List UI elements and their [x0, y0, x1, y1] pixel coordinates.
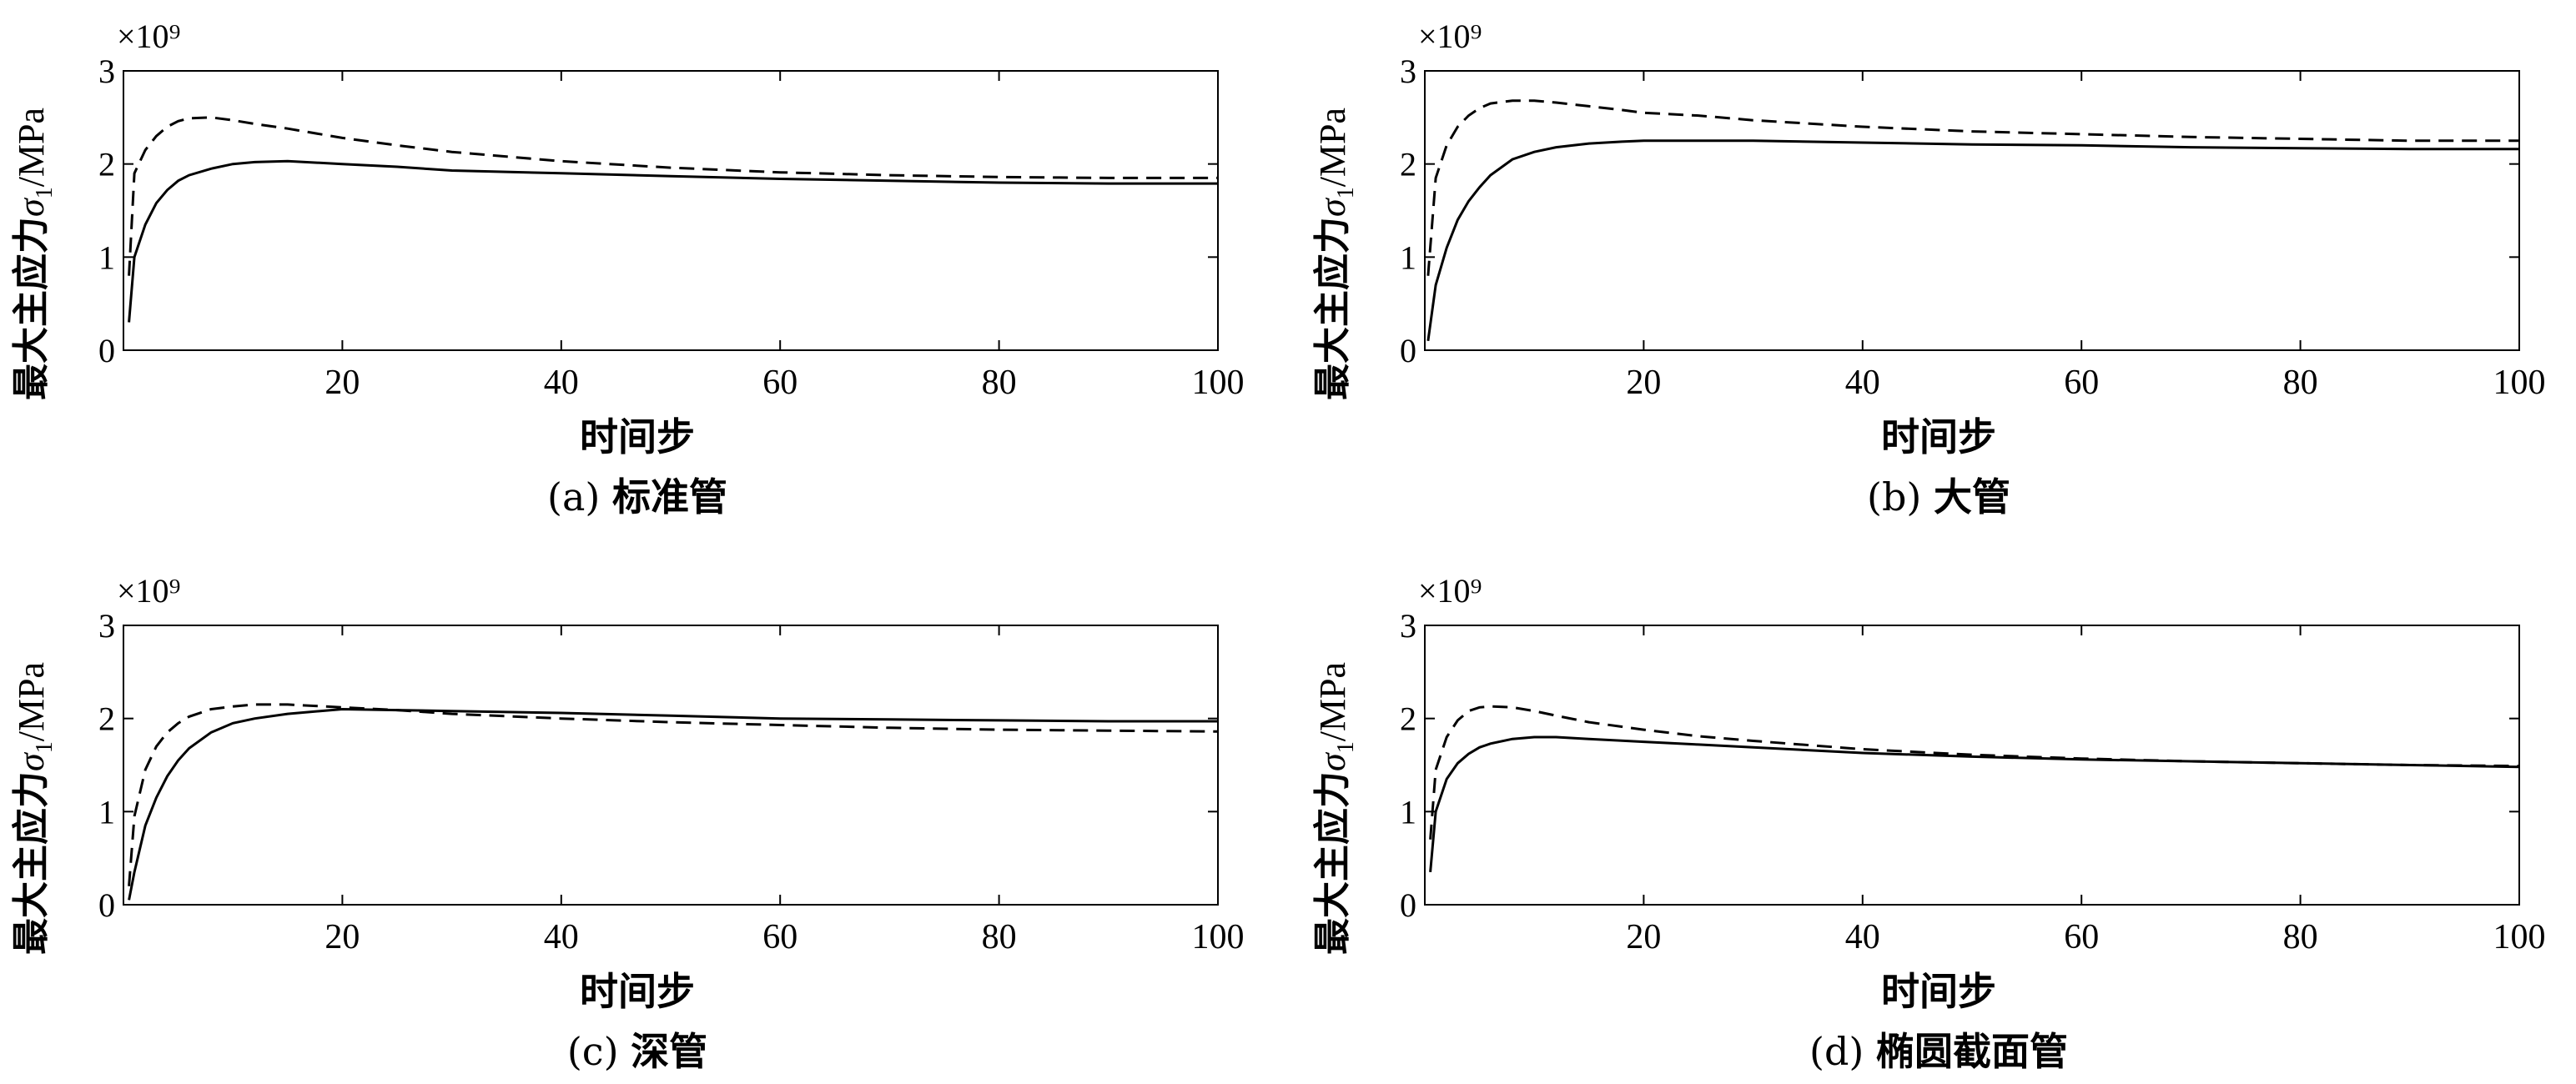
panel-b: 0 1 2 3 20 40 60 80 100 ×10⁹ 最大主应力σ1/MPa 时间步 (b) 大管 [1301, 0, 2576, 529]
y-tick-label: 0 [1400, 332, 1416, 369]
panel-caption-name: 深管 [631, 1029, 707, 1074]
y-axis-label: 最大主应力σ1/MPa [1311, 662, 1359, 955]
x-tick-label: 100 [2493, 364, 2546, 402]
y-axis-label-symbol: σ [11, 751, 52, 771]
solid-series-line [128, 159, 1218, 323]
x-tick-label: 60 [762, 364, 797, 402]
plot-frame [123, 625, 1219, 906]
y-tick-label: 2 [1400, 700, 1416, 738]
panel-caption: (c) 深管 [567, 1029, 707, 1074]
plot-frame [123, 70, 1219, 351]
x-tick-label: 100 [2493, 918, 2546, 956]
y-tick-label: 2 [1400, 146, 1416, 183]
y-axis-label-unit: /MPa [1312, 662, 1353, 741]
y-multiplier-label: ×10⁹ [117, 572, 181, 610]
x-tick-label: 20 [325, 918, 360, 956]
y-tick-label: 0 [1400, 886, 1416, 924]
dashed-series-line [1426, 99, 2519, 276]
y-tick-label: 1 [98, 238, 115, 276]
solid-series-line [1429, 735, 2520, 873]
y-tick-label: 2 [98, 146, 115, 183]
x-tick-label: 20 [325, 364, 360, 402]
panel-c: 0 1 2 3 20 40 60 80 100 ×10⁹ 最大主应力σ1/MPa 时间步 (c) 深管 [0, 555, 1275, 1084]
y-axis-label-subscript: 1 [1333, 187, 1359, 198]
x-tick-label: 60 [2064, 364, 2099, 402]
y-axis-label-subscript: 1 [32, 741, 58, 753]
x-tick-label: 100 [1192, 918, 1245, 956]
y-axis-label-subscript: 1 [1333, 741, 1359, 753]
x-tick-label: 80 [982, 364, 1017, 402]
x-axis-label: 时间步 [1881, 414, 1996, 459]
x-tick-label: 40 [544, 364, 579, 402]
y-axis-label-symbol: σ [1312, 197, 1353, 217]
y-multiplier-label: ×10⁹ [1418, 572, 1482, 610]
panel-caption-name: 椭圆截面管 [1876, 1029, 2068, 1074]
dashed-series-line [128, 116, 1218, 276]
x-tick-label: 20 [1626, 918, 1661, 956]
panel-caption-label: (b) [1867, 474, 1934, 519]
panel-caption-name: 标准管 [612, 474, 727, 519]
x-axis-label: 时间步 [580, 969, 695, 1014]
x-tick-label: 80 [2283, 364, 2318, 402]
y-axis-label-text: 最大主应力 [1311, 771, 1354, 955]
x-tick-label: 20 [1626, 364, 1661, 402]
panel-caption-name: 大管 [1934, 474, 2010, 519]
x-tick-label: 60 [762, 918, 797, 956]
y-tick-label: 3 [98, 607, 115, 645]
y-axis-label-text: 最大主应力 [1311, 217, 1354, 400]
x-tick-label: 40 [1845, 364, 1880, 402]
x-axis-label: 时间步 [580, 414, 695, 459]
y-axis-label-unit: /MPa [1312, 108, 1353, 187]
y-tick-label: 2 [98, 700, 115, 738]
y-tick-label: 1 [1400, 793, 1416, 831]
panel-caption: (d) 椭圆截面管 [1809, 1029, 2068, 1074]
y-tick-label: 0 [98, 332, 115, 369]
y-axis-label-text: 最大主应力 [10, 771, 53, 955]
y-axis-label-symbol: σ [11, 197, 52, 217]
y-tick-label: 0 [98, 886, 115, 924]
panel-caption: (b) 大管 [1867, 474, 2010, 519]
y-tick-label: 3 [1400, 607, 1416, 645]
panel-d: 0 1 2 3 20 40 60 80 100 ×10⁹ 最大主应力σ1/MPa 时间步 (d) 椭圆截… [1301, 555, 2576, 1084]
x-axis-label: 时间步 [1881, 969, 1996, 1014]
panel-caption-label: (d) [1809, 1029, 1876, 1074]
x-tick-label: 80 [982, 918, 1017, 956]
x-tick-label: 40 [1845, 918, 1880, 956]
panel-caption-label: (c) [567, 1029, 631, 1074]
y-axis-label-unit: /MPa [11, 662, 52, 741]
y-multiplier-label: ×10⁹ [117, 18, 181, 55]
y-axis-label: 最大主应力σ1/MPa [10, 662, 58, 955]
panel-caption-label: (a) [547, 474, 612, 519]
solid-series-line [128, 707, 1218, 901]
y-multiplier-label: ×10⁹ [1418, 18, 1482, 55]
dashed-series-line [1429, 705, 2520, 840]
plot-frame [1424, 70, 2520, 351]
y-axis-label-symbol: σ [1312, 751, 1353, 771]
y-tick-label: 1 [1400, 238, 1416, 276]
y-tick-label: 1 [98, 793, 115, 831]
y-tick-label: 3 [1400, 53, 1416, 90]
x-tick-label: 60 [2064, 918, 2099, 956]
y-axis-label: 最大主应力σ1/MPa [1311, 108, 1359, 400]
y-axis-label: 最大主应力σ1/MPa [10, 108, 58, 400]
panel-a: 0 1 2 3 20 40 60 80 100 ×10⁹ 最大主应力σ1/MPa 时间步 (a) 标准管 [0, 0, 1275, 529]
x-tick-label: 100 [1192, 364, 1245, 402]
y-tick-label: 3 [98, 53, 115, 90]
x-tick-label: 80 [2283, 918, 2318, 956]
dashed-series-line [128, 703, 1219, 886]
y-axis-label-text: 最大主应力 [10, 217, 53, 400]
panel-caption: (a) 标准管 [547, 474, 727, 519]
y-axis-label-subscript: 1 [32, 187, 58, 198]
solid-series-line [1426, 139, 2519, 342]
y-axis-label-unit: /MPa [11, 108, 52, 187]
x-tick-label: 40 [544, 918, 579, 956]
